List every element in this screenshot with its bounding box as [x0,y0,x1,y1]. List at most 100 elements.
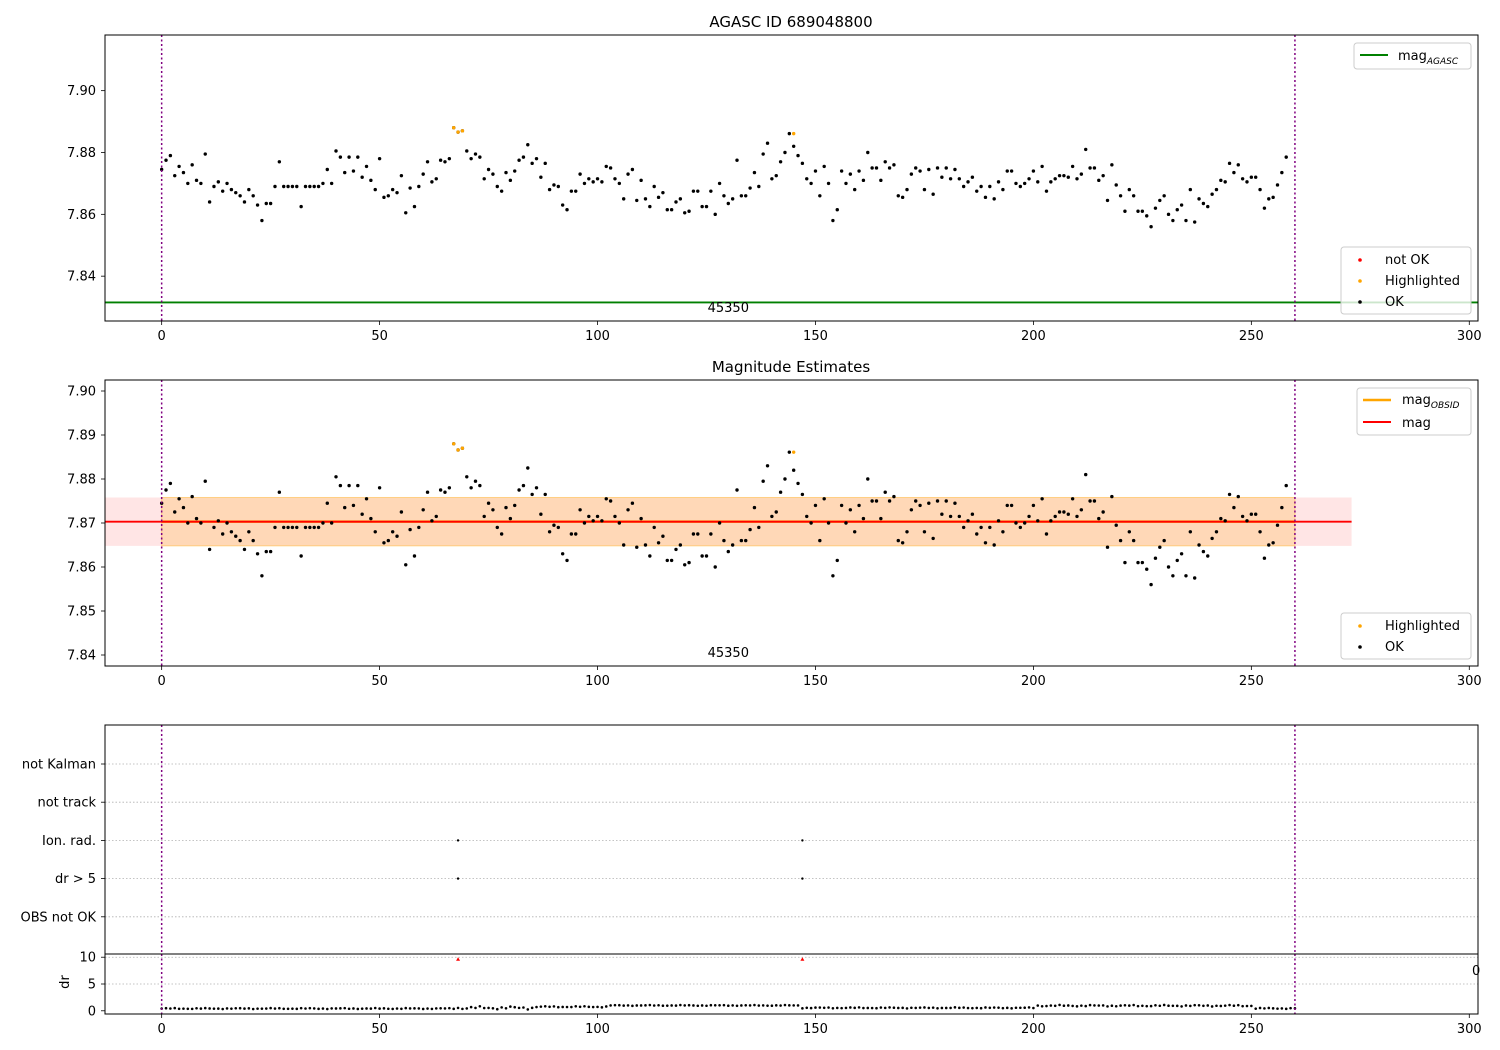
ok-point [853,530,857,534]
ok-point [914,166,918,170]
dr-point [618,1003,621,1007]
dr-point [561,1005,564,1009]
ok-point [953,167,957,172]
ok-point [1240,177,1245,181]
ok-point [1114,523,1118,527]
ok-point [1197,197,1201,201]
dr-point [203,1006,207,1010]
ok-point [1240,514,1245,519]
dr-point [504,1006,508,1010]
dr-point [1141,1004,1144,1008]
dr-point [1062,1004,1066,1008]
ok-point [1171,574,1175,578]
ok-point [652,184,656,189]
ok-point [521,483,526,488]
ok-point [277,490,282,494]
agasc-legend-top-frame [1353,42,1472,70]
dr-point [1271,1007,1275,1010]
magnitude-title: Magnitude Estimates [712,358,870,376]
ok-point [1110,163,1114,167]
ok-point [966,180,970,184]
dr-point [465,1007,469,1010]
ok-point [1175,207,1179,212]
ok-point [887,166,892,170]
dr-point [282,1007,286,1011]
dr-point [639,1004,643,1007]
dr-point [853,1006,857,1010]
ok-point [709,532,713,536]
ok-point [927,167,931,172]
ok-point [608,166,613,170]
dr-point [269,1006,272,1010]
ok-point [277,160,282,164]
ok-point [495,184,499,189]
dr-point [225,1007,229,1010]
ok-point [1236,163,1240,167]
ok-point [390,530,395,534]
ok-point [491,508,495,512]
ok-point [844,521,848,525]
x-tick-label: 250 [1239,329,1264,344]
ok-point [630,501,635,505]
agasc-legend-ok-marker [1358,300,1362,304]
x-tick-label: 100 [585,1022,610,1037]
ok-point [683,211,687,215]
dr-point [1276,1007,1279,1010]
agasc-legend-bottom: not OK Highlighted OK [1340,246,1472,315]
dr-point [1084,1004,1088,1008]
dr-point [988,1006,992,1010]
ok-point [194,178,199,183]
ok-point [944,166,948,170]
ok-point [164,488,168,492]
ok-point [931,536,935,541]
ok-point [643,197,648,201]
dr-point [243,1007,246,1010]
ok-point [1175,558,1179,563]
ok-point [491,172,495,176]
ok-point [1027,514,1031,519]
dr-point [347,1007,351,1011]
dr-point [892,1006,896,1010]
ok-point [961,184,966,189]
dr-point [543,1004,547,1008]
dr-point [587,1005,591,1009]
magnitude-legend-ok-label: OK [1385,640,1404,655]
dr-point [1010,1007,1013,1010]
ok-point [839,169,844,173]
ok-point [700,204,704,209]
dr-point [770,1004,774,1008]
dr-point [208,1007,211,1010]
dr-point [687,1003,691,1007]
dr-point [330,1007,333,1010]
dr-point [308,1006,312,1010]
ok-point [970,512,975,516]
ok-point [1192,576,1197,580]
dr-point [1049,1004,1053,1007]
ok-point [717,521,722,525]
x-tick-label: 0 [158,1022,166,1037]
ok-point [730,543,735,547]
ok-point [286,525,290,530]
dr-point [1027,1006,1031,1009]
ok-point [639,178,643,183]
ok-point [774,173,778,178]
dr-point [740,1004,743,1007]
ok-point [892,163,896,167]
dr-point [1236,1003,1240,1007]
dr-point [748,1004,752,1007]
dr-point [264,1007,268,1010]
dr-point [840,1006,843,1010]
dr-point [635,1004,639,1007]
ok-point [940,512,944,516]
dr-point [1136,1004,1140,1008]
ok-point [1184,218,1188,223]
dr-point [1250,1004,1253,1008]
dr-point [1058,1003,1061,1007]
ok-point [430,519,434,523]
ok-point [1214,187,1219,192]
ok-point [805,177,809,181]
ok-point [312,525,316,530]
dr-point [373,1006,377,1010]
ok-point [874,499,879,503]
ok-point [478,155,482,159]
